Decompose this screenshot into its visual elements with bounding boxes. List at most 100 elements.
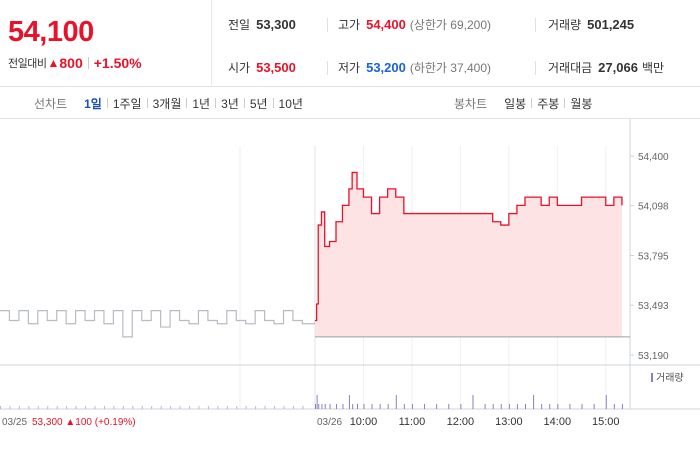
volume-bar-59 (500, 404, 502, 409)
y-tick-label-0: 54,400 (638, 152, 669, 163)
tab-candle-period-2[interactable]: 월봉 (570, 96, 593, 111)
volume-bar-7 (66, 406, 68, 409)
volume-bar-67 (569, 404, 571, 409)
volume-bar-15 (141, 406, 143, 409)
tab-line-period-6[interactable]: 10년 (278, 96, 303, 111)
divider (564, 98, 566, 108)
volume-legend-swatch (651, 373, 653, 382)
volume-bar-14 (132, 406, 134, 409)
volume-bar-25 (236, 406, 238, 409)
volume-bar-35 (316, 395, 318, 409)
volume-bar-3 (28, 406, 30, 409)
stat-value: 53,300 (256, 17, 296, 32)
tab-line-period-3[interactable]: 1년 (192, 96, 211, 111)
stock-quote-header: 54,100 전일대비 ▲ 800 +1.50% 전일 53,300 고가 54… (0, 0, 700, 87)
volume-bar-49 (395, 395, 397, 409)
volume-bar-45 (363, 404, 365, 409)
volume-bar-34 (315, 404, 316, 409)
tab-line-period-5[interactable]: 5년 (249, 96, 268, 111)
intraday-price-chart: 54,400 54,098 53,795 53,493 53,190 거래량 03/25 53… (0, 119, 700, 428)
stat-value: 53,200 (366, 60, 406, 75)
volume-bar-1 (9, 406, 11, 409)
stat-turnover: 거래대금 27,066 백만 (548, 59, 664, 76)
divider (327, 61, 328, 75)
volume-bar-16 (151, 406, 153, 409)
volume-bar-9 (85, 406, 87, 409)
y-tick-label-2: 53,795 (638, 252, 669, 263)
tab-line-period-2[interactable]: 3개월 (152, 96, 182, 111)
change-label: 전일대비 (8, 58, 47, 70)
candle-chart-title: 봉차트 (454, 96, 488, 111)
volume-bar-21 (198, 406, 200, 409)
stat-label: 고가 (338, 18, 361, 32)
volume-bar-52 (424, 404, 426, 409)
divider (531, 98, 533, 108)
candle-chart-tabs: 봉차트 일봉 주봉 월봉 (454, 87, 597, 119)
volume-bar-63 (533, 395, 535, 409)
volume-legend-label: 거래량 (656, 372, 684, 384)
stat-unit: 백만 (641, 61, 665, 75)
x-tick-label-3: 13:00 (495, 416, 523, 428)
stat-label: 저가 (338, 61, 361, 75)
line-chart-tabs: 선차트 1일 1주일 3개월 1년 3년 5년 10년 (34, 87, 308, 119)
stat-label: 거래대금 (548, 61, 593, 75)
volume-bar-69 (593, 404, 595, 409)
volume-bar-65 (549, 404, 551, 409)
divider (146, 98, 148, 108)
volume-bar-58 (492, 404, 494, 409)
prev-day-arrow: ▲ (63, 417, 76, 428)
current-price-box: 54,100 전일대비 ▲ 800 +1.50% (0, 0, 212, 87)
volume-bar-70 (605, 395, 607, 409)
up-arrow-icon: ▲ (47, 56, 60, 70)
volume-bar-27 (255, 406, 257, 409)
volume-bar-54 (448, 404, 450, 409)
volume-bar-0 (0, 406, 1, 409)
volume-bar-72 (621, 404, 623, 409)
volume-bar-48 (387, 404, 389, 409)
stat-open: 시가 53,500 (228, 59, 296, 76)
tab-line-period-4[interactable]: 3년 (221, 96, 239, 111)
volume-bar-40 (336, 404, 337, 409)
stat-value: 53,500 (256, 60, 296, 75)
tab-candle-period-1[interactable]: 주봉 (537, 96, 560, 111)
volume-bar-36 (318, 404, 320, 409)
stat-prev-close: 전일 53,300 (228, 16, 296, 33)
volume-bar-18 (170, 406, 172, 409)
tab-line-period-0[interactable]: 1일 (84, 96, 102, 111)
x-tick-label-2: 12:00 (447, 416, 475, 428)
volume-bar-10 (94, 406, 96, 409)
line-chart-title: 선차트 (34, 96, 68, 111)
today-line-series (315, 171, 623, 322)
prev-day-summary: 53,300 ▲100 (+0.19%) (32, 417, 136, 428)
divider (186, 98, 188, 108)
volume-bar-2 (18, 406, 20, 409)
volume-bar-12 (113, 406, 115, 409)
divider (106, 98, 108, 108)
tab-candle-period-0[interactable]: 일봉 (504, 96, 527, 111)
tab-line-period-1[interactable]: 1주일 (112, 96, 142, 111)
volume-bar-56 (472, 395, 474, 409)
volume-bar-5 (47, 406, 49, 409)
current-price: 54,100 (8, 16, 94, 48)
volume-bar-11 (103, 406, 105, 409)
volume-bar-13 (122, 406, 124, 409)
stat-label: 거래량 (548, 18, 582, 32)
volume-bar-22 (207, 406, 209, 409)
x-label-today: 03/26 (317, 417, 342, 428)
volume-bar-71 (613, 404, 615, 409)
volume-bar-64 (541, 404, 543, 409)
divider (87, 57, 89, 69)
divider (215, 98, 217, 108)
volume-bar-51 (411, 404, 413, 409)
volume-bar-6 (56, 406, 58, 409)
volume-bar-24 (226, 406, 228, 409)
volume-bar-39 (329, 404, 331, 409)
volume-bar-19 (179, 406, 181, 409)
volume-bar-30 (283, 406, 285, 409)
prev-day-close: 53,300 (32, 417, 63, 428)
x-tick-label-5: 15:00 (592, 416, 620, 428)
volume-bar-46 (371, 404, 373, 409)
volume-bar-60 (508, 404, 510, 409)
volume-bar-28 (264, 406, 266, 409)
upper-limit: (상한가 69,200) (409, 18, 492, 32)
